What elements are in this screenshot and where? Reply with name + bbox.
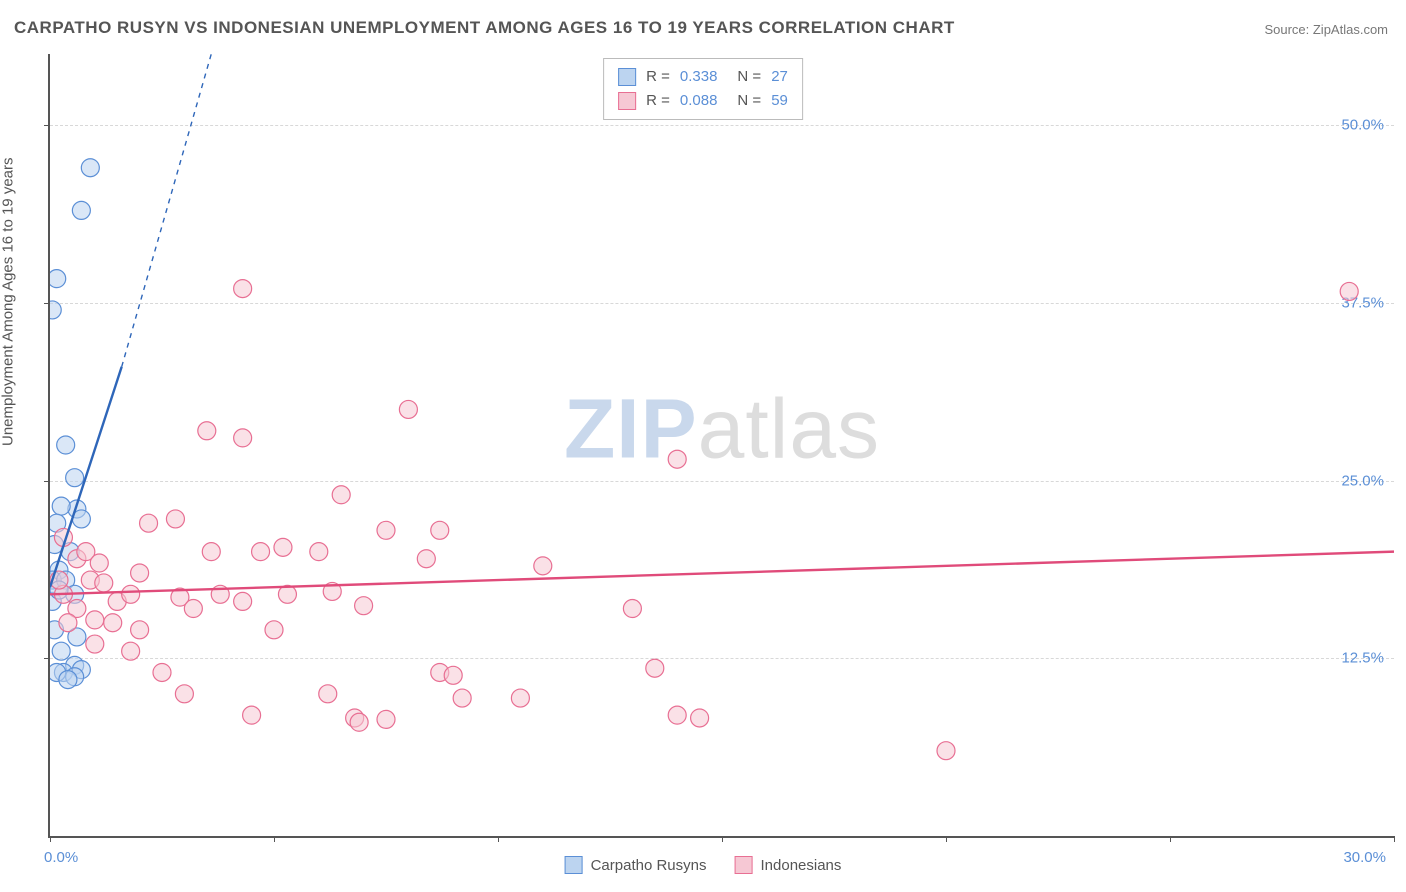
y-axis-title: Unemployment Among Ages 16 to 19 years xyxy=(0,157,17,446)
data-point-indonesian xyxy=(623,600,641,618)
data-point-indonesian xyxy=(265,621,283,639)
x-tick xyxy=(498,836,499,842)
data-point-carpatho xyxy=(57,436,75,454)
legend-item-carpatho: Carpatho Rusyns xyxy=(565,856,707,874)
data-point-indonesian xyxy=(350,713,368,731)
data-point-indonesian xyxy=(131,564,149,582)
swatch-carpatho xyxy=(565,856,583,874)
legend-item-indonesian: Indonesians xyxy=(735,856,842,874)
stat-r-label: R = xyxy=(646,89,670,113)
data-point-indonesian xyxy=(453,689,471,707)
data-point-carpatho xyxy=(52,497,70,515)
data-point-indonesian xyxy=(153,663,171,681)
legend-stats-row-carpatho: R = 0.338 N = 27 xyxy=(618,65,788,89)
x-tick xyxy=(274,836,275,842)
data-point-indonesian xyxy=(444,666,462,684)
data-point-indonesian xyxy=(243,706,261,724)
data-point-carpatho xyxy=(50,301,61,319)
legend-stats: R = 0.338 N = 27 R = 0.088 N = 59 xyxy=(603,58,803,120)
data-point-indonesian xyxy=(140,514,158,532)
data-point-indonesian xyxy=(274,538,292,556)
data-point-indonesian xyxy=(90,554,108,572)
data-point-indonesian xyxy=(1340,282,1358,300)
data-point-indonesian xyxy=(131,621,149,639)
data-point-indonesian xyxy=(122,585,140,603)
x-axis-label-max: 30.0% xyxy=(1343,849,1386,866)
data-point-carpatho xyxy=(59,671,77,689)
data-point-indonesian xyxy=(377,710,395,728)
data-point-indonesian xyxy=(355,597,373,615)
data-point-carpatho xyxy=(52,642,70,660)
data-point-indonesian xyxy=(234,280,252,298)
data-point-indonesian xyxy=(234,592,252,610)
stat-r-label: R = xyxy=(646,65,670,89)
stat-r-carpatho: 0.338 xyxy=(680,65,718,89)
legend-stats-row-indonesian: R = 0.088 N = 59 xyxy=(618,89,788,113)
x-tick xyxy=(722,836,723,842)
data-point-indonesian xyxy=(431,521,449,539)
trendline-indonesian xyxy=(50,552,1394,595)
legend-series: Carpatho Rusyns Indonesians xyxy=(565,856,842,874)
data-point-indonesian xyxy=(198,422,216,440)
data-point-carpatho xyxy=(72,201,90,219)
data-point-indonesian xyxy=(417,550,435,568)
data-point-indonesian xyxy=(122,642,140,660)
data-point-indonesian xyxy=(175,685,193,703)
stat-r-indonesian: 0.088 xyxy=(680,89,718,113)
data-point-indonesian xyxy=(59,614,77,632)
legend-label-carpatho: Carpatho Rusyns xyxy=(591,857,707,874)
data-point-indonesian xyxy=(511,689,529,707)
stat-n-carpatho: 27 xyxy=(771,65,788,89)
x-tick xyxy=(1394,836,1395,842)
data-point-indonesian xyxy=(234,429,252,447)
swatch-indonesian xyxy=(735,856,753,874)
data-point-indonesian xyxy=(668,706,686,724)
data-point-indonesian xyxy=(668,450,686,468)
data-point-indonesian xyxy=(252,543,270,561)
data-point-indonesian xyxy=(319,685,337,703)
x-tick xyxy=(50,836,51,842)
data-point-carpatho xyxy=(81,159,99,177)
data-point-indonesian xyxy=(534,557,552,575)
swatch-indonesian xyxy=(618,92,636,110)
data-point-indonesian xyxy=(646,659,664,677)
stat-n-label: N = xyxy=(737,65,761,89)
data-point-indonesian xyxy=(332,486,350,504)
chart-svg xyxy=(50,54,1394,836)
data-point-indonesian xyxy=(95,574,113,592)
plot-area: ZIPatlas 12.5%25.0%37.5%50.0% xyxy=(48,54,1394,838)
data-point-indonesian xyxy=(310,543,328,561)
data-point-indonesian xyxy=(104,614,122,632)
stat-n-label: N = xyxy=(737,89,761,113)
data-point-carpatho xyxy=(66,469,84,487)
swatch-carpatho xyxy=(618,68,636,86)
x-axis-label-min: 0.0% xyxy=(44,849,78,866)
data-point-indonesian xyxy=(184,600,202,618)
chart-title: CARPATHO RUSYN VS INDONESIAN UNEMPLOYMEN… xyxy=(14,18,955,38)
trendline-dashed-carpatho xyxy=(122,54,212,367)
stat-n-indonesian: 59 xyxy=(771,89,788,113)
data-point-indonesian xyxy=(202,543,220,561)
chart-source: Source: ZipAtlas.com xyxy=(1264,22,1388,37)
data-point-indonesian xyxy=(86,611,104,629)
data-point-indonesian xyxy=(166,510,184,528)
data-point-indonesian xyxy=(399,400,417,418)
data-point-indonesian xyxy=(691,709,709,727)
data-point-indonesian xyxy=(86,635,104,653)
legend-label-indonesian: Indonesians xyxy=(761,857,842,874)
x-tick xyxy=(1170,836,1171,842)
data-point-carpatho xyxy=(50,270,66,288)
x-tick xyxy=(946,836,947,842)
data-point-indonesian xyxy=(937,742,955,760)
data-point-indonesian xyxy=(377,521,395,539)
